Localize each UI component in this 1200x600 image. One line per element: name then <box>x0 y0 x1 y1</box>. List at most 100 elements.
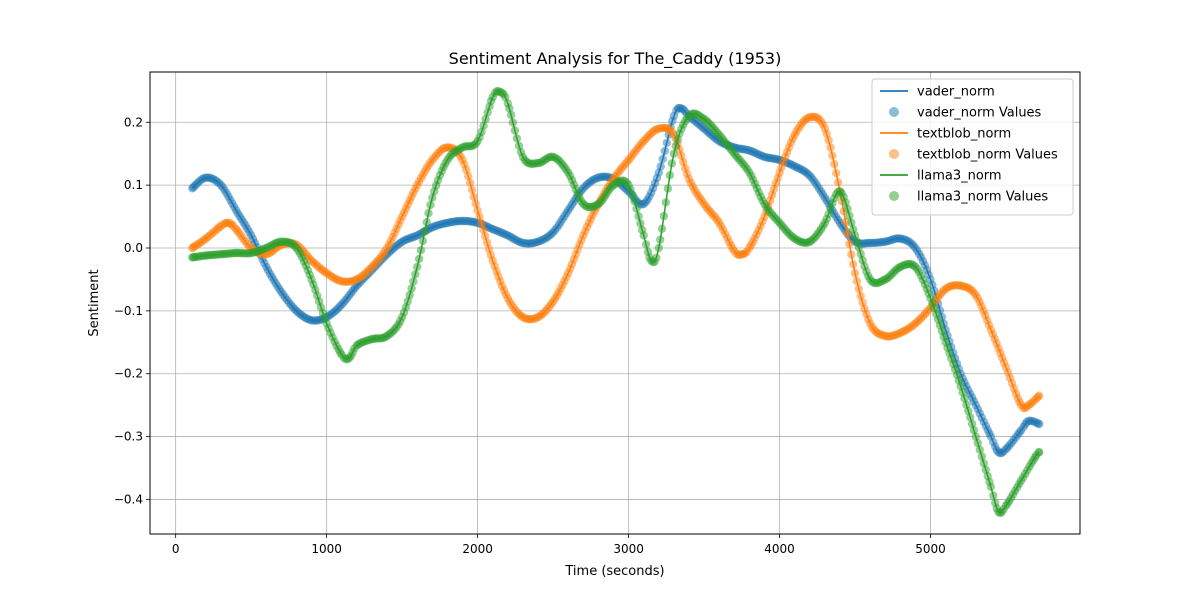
y-tick-label: −0.3 <box>114 430 143 444</box>
llama3_norm-point <box>663 184 673 193</box>
llama3_norm-point <box>960 394 969 403</box>
y-axis-ticks: −0.4 −0.3 −0.2 −0.1 0.0 0.1 0.2 <box>114 115 150 506</box>
legend-marker-swatch <box>889 191 899 201</box>
textblob_norm-point <box>856 291 865 301</box>
llama3_norm-point <box>634 212 643 221</box>
llama3_norm-point <box>1035 448 1044 457</box>
llama3_norm-point <box>989 491 998 500</box>
plot-frame <box>149 71 1081 535</box>
llama3_norm-point <box>856 249 865 259</box>
llama3_norm-point <box>628 190 637 199</box>
textblob_norm-point <box>854 284 863 293</box>
textblob_norm-point <box>849 260 858 269</box>
llama3_norm-point <box>966 413 975 422</box>
llama3_norm-point <box>973 438 982 448</box>
vader_norm-point <box>662 138 671 147</box>
llama3_norm-point <box>636 219 645 228</box>
y-tick-label: −0.1 <box>114 304 143 318</box>
legend-marker-swatch <box>889 149 899 159</box>
llama3_norm-point <box>411 270 420 279</box>
x-tick-label: 5000 <box>915 542 946 556</box>
llama3_norm-point <box>426 200 435 210</box>
llama3_norm-point <box>847 218 856 227</box>
x-tick-label: 1000 <box>311 542 342 556</box>
llama3_norm-point <box>657 224 667 233</box>
llama3_norm-point <box>514 141 524 150</box>
y-tick-label: 0.1 <box>124 178 143 192</box>
textblob_norm-point <box>677 151 686 160</box>
llama3_norm-point <box>508 118 518 127</box>
llama3_norm-point <box>639 231 648 240</box>
x-tick-label: 2000 <box>462 542 493 556</box>
llama3_norm-point <box>506 110 516 120</box>
llama3_norm-point <box>967 419 977 429</box>
textblob_norm-point <box>481 232 490 241</box>
textblob_norm-point <box>826 143 835 152</box>
x-axis-label: Time (seconds) <box>564 564 664 579</box>
llama3_norm-point <box>845 211 854 220</box>
llama3_norm-point <box>418 236 428 246</box>
textblob_norm-point <box>479 225 488 234</box>
vader_norm-point <box>656 162 665 171</box>
llama3_norm-point <box>632 204 641 213</box>
y-tick-label: 0.0 <box>124 241 143 255</box>
series-textblob_norm <box>188 112 1044 413</box>
llama3_norm-point <box>971 432 980 441</box>
llama3_norm-point <box>505 104 514 113</box>
llama3_norm-point <box>481 114 490 124</box>
llama3_norm-point <box>413 262 422 272</box>
llama3_norm-point <box>403 297 412 306</box>
legend-label: textblob_norm Values <box>917 148 1058 163</box>
llama3_norm-point <box>641 240 651 249</box>
legend-label: vader_norm Values <box>917 106 1042 121</box>
textblob_norm-point <box>850 268 860 278</box>
llama3_norm-point <box>428 193 437 202</box>
llama3_norm-point <box>510 126 520 135</box>
llama3_norm-point <box>407 284 416 293</box>
llama3_norm-point <box>841 198 850 207</box>
textblob_norm-point <box>464 171 473 181</box>
y-tick-label: −0.4 <box>114 492 143 506</box>
textblob_norm-point <box>471 199 480 208</box>
textblob_norm-point <box>845 239 854 249</box>
textblob_norm-point <box>1035 391 1044 400</box>
llama3_norm-point <box>422 218 431 227</box>
llama3_norm-point <box>424 209 433 218</box>
textblob_norm-point <box>847 250 856 259</box>
llama3_norm-point <box>671 141 680 151</box>
x-tick-label: 3000 <box>613 542 644 556</box>
textblob_norm-point <box>824 136 833 145</box>
textblob_norm-point <box>482 238 492 247</box>
llama3_norm-point <box>654 243 663 253</box>
y-tick-label: 0.2 <box>124 115 143 129</box>
legend-label: textblob_norm <box>917 127 1011 142</box>
textblob_norm-point <box>477 219 486 228</box>
llama3_norm-point <box>661 198 671 207</box>
llama3_norm-point <box>420 227 429 236</box>
textblob_norm-point <box>833 178 843 187</box>
llama3_norm-point <box>843 204 852 213</box>
textblob_norm-point <box>469 192 478 201</box>
legend-box <box>871 78 1074 216</box>
llama3_norm-point <box>969 426 979 435</box>
llama3_norm-point <box>977 452 986 461</box>
llama3_norm-point <box>630 197 639 206</box>
vader_norm-point <box>658 154 667 164</box>
vader_norm-point <box>1035 419 1044 429</box>
legend-label: llama3_norm Values <box>917 190 1048 205</box>
textblob_norm-point <box>832 169 841 178</box>
textblob_norm-point <box>473 206 482 215</box>
llama3_norm-point <box>852 237 862 246</box>
x-tick-label: 4000 <box>764 542 795 556</box>
llama3_norm-point <box>409 277 418 286</box>
textblob_norm-point <box>822 129 831 138</box>
llama3_norm-point <box>512 134 522 143</box>
llama3_norm-point <box>414 254 424 264</box>
llama3_norm-point <box>405 290 414 300</box>
llama3_norm-point <box>986 482 996 492</box>
series-layer <box>188 87 1044 518</box>
llama3_norm-point <box>416 246 426 255</box>
llama3_norm-point <box>854 243 863 252</box>
llama3_norm-point <box>479 121 488 130</box>
